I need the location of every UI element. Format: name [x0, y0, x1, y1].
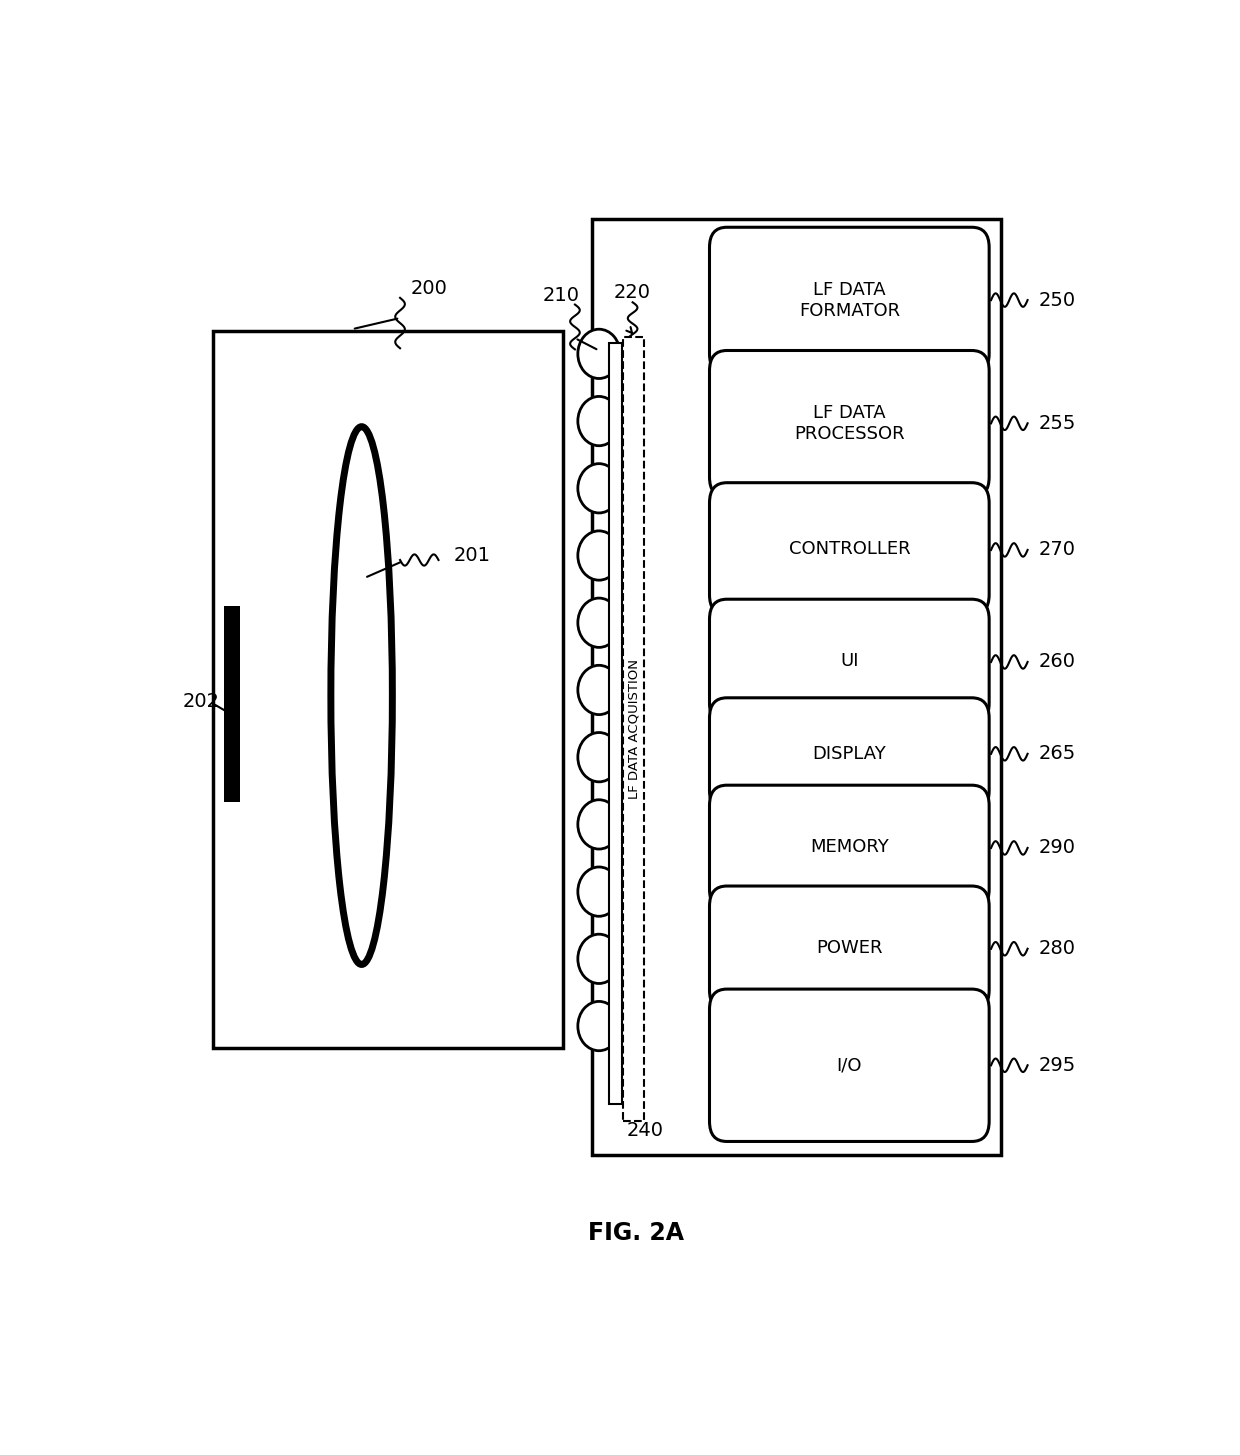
Circle shape	[578, 732, 620, 781]
Text: 295: 295	[1039, 1056, 1076, 1075]
Text: 255: 255	[1039, 413, 1076, 432]
Text: LF DATA
PROCESSOR: LF DATA PROCESSOR	[794, 404, 905, 444]
FancyBboxPatch shape	[709, 351, 990, 498]
Text: 270: 270	[1039, 540, 1076, 559]
Text: 260: 260	[1039, 652, 1076, 671]
FancyBboxPatch shape	[709, 698, 990, 810]
Text: MEMORY: MEMORY	[810, 838, 889, 857]
Text: 265: 265	[1039, 745, 1076, 764]
Circle shape	[578, 531, 620, 581]
Text: POWER: POWER	[816, 938, 883, 957]
Text: 210: 210	[543, 287, 580, 306]
Circle shape	[578, 1001, 620, 1051]
FancyBboxPatch shape	[709, 886, 990, 1010]
Text: UI: UI	[839, 652, 858, 671]
Text: CONTROLLER: CONTROLLER	[789, 540, 910, 557]
Circle shape	[578, 598, 620, 647]
Text: 200: 200	[410, 279, 448, 298]
Text: 201: 201	[454, 546, 491, 565]
Text: 240: 240	[626, 1120, 663, 1139]
Text: 202: 202	[182, 691, 219, 710]
Bar	[213, 332, 563, 1049]
Ellipse shape	[331, 426, 392, 965]
FancyBboxPatch shape	[709, 227, 990, 374]
Circle shape	[578, 665, 620, 714]
FancyBboxPatch shape	[709, 483, 990, 615]
Text: DISPLAY: DISPLAY	[812, 745, 887, 764]
Text: 220: 220	[614, 282, 651, 301]
Text: LF DATA ACQUISTION: LF DATA ACQUISTION	[627, 659, 640, 799]
Text: 290: 290	[1039, 838, 1076, 857]
Bar	[622, 338, 644, 1122]
Text: FIG. 2A: FIG. 2A	[588, 1221, 683, 1245]
Text: LF DATA
FORMATOR: LF DATA FORMATOR	[799, 281, 900, 320]
Text: I/O: I/O	[837, 1056, 862, 1074]
Circle shape	[578, 800, 620, 850]
Circle shape	[578, 396, 620, 445]
Text: 250: 250	[1039, 291, 1076, 310]
FancyBboxPatch shape	[709, 599, 990, 723]
FancyBboxPatch shape	[709, 786, 990, 909]
Circle shape	[578, 329, 620, 378]
Circle shape	[578, 934, 620, 984]
FancyBboxPatch shape	[709, 989, 990, 1142]
Bar	[609, 342, 622, 1104]
Bar	[224, 605, 239, 802]
Text: 280: 280	[1039, 940, 1076, 959]
Circle shape	[578, 464, 620, 514]
FancyBboxPatch shape	[593, 220, 1001, 1155]
Circle shape	[578, 867, 620, 917]
